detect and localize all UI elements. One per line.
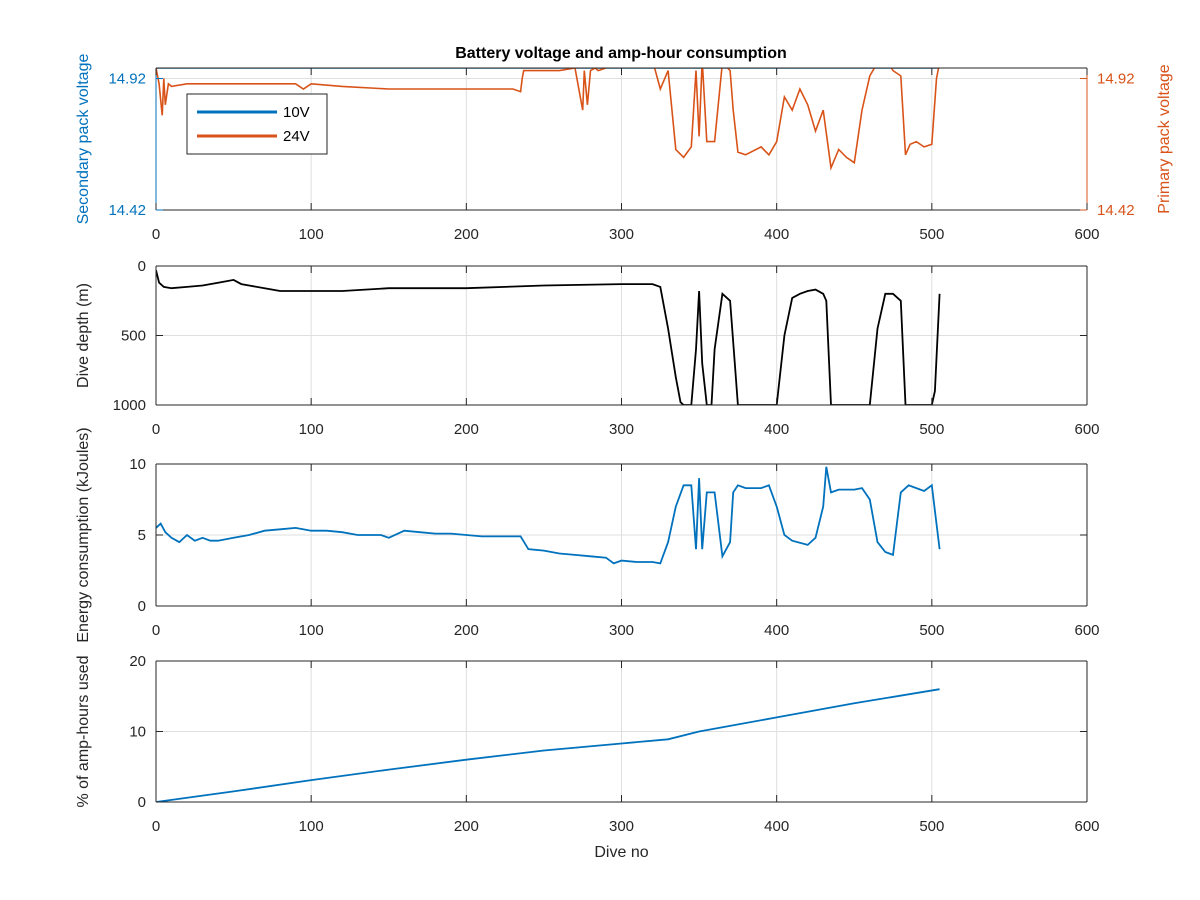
x-tick-label: 0	[152, 622, 160, 639]
y-axis-label: % of amp-hours used	[75, 655, 92, 807]
x-tick-label: 100	[299, 226, 324, 243]
y-tick-label: 500	[121, 328, 146, 345]
x-tick-label: 300	[609, 226, 634, 243]
y-tick-label-right: 14.42	[1097, 202, 1135, 219]
series-line-chart2	[156, 269, 941, 405]
legend-box	[186, 93, 328, 155]
series-line-chart4	[156, 688, 940, 802]
x-tick-label: 400	[764, 421, 789, 438]
x-tick-label: 600	[1074, 818, 1099, 835]
x-tick-label: 400	[764, 226, 789, 243]
y-tick-label: 0	[138, 258, 146, 275]
x-tick-label: 500	[919, 622, 944, 639]
x-tick-label: 300	[609, 421, 634, 438]
y-tick-label-right: 14.92	[1097, 71, 1135, 88]
series-line-chart3	[156, 466, 941, 565]
x-tick-label: 200	[454, 421, 479, 438]
y-axis-label-right: Primary pack voltage	[1156, 64, 1173, 213]
x-tick-label: 300	[609, 818, 634, 835]
x-tick-label: 200	[454, 226, 479, 243]
y-tick-label: 14.42	[108, 202, 146, 219]
x-tick-label: 600	[1074, 226, 1099, 243]
x-tick-label: 500	[919, 818, 944, 835]
x-tick-label: 100	[299, 622, 324, 639]
y-tick-label: 5	[138, 527, 146, 544]
x-tick-label: 100	[299, 818, 324, 835]
x-tick-label: 400	[764, 622, 789, 639]
x-tick-label: 200	[454, 622, 479, 639]
chart-title: Battery voltage and amp-hour consumption	[455, 45, 787, 62]
legend-label-10V: 10V	[283, 104, 310, 121]
y-tick-label: 14.92	[108, 71, 146, 88]
series-line-24V	[156, 68, 940, 171]
y-tick-label: 0	[138, 794, 146, 811]
x-tick-label: 0	[152, 226, 160, 243]
y-tick-label: 20	[129, 653, 146, 670]
x-tick-label: 400	[764, 818, 789, 835]
y-axis-label: Dive depth (m)	[75, 283, 92, 388]
y-axis-label: Energy consumption (kJoules)	[75, 427, 92, 642]
x-tick-label: 0	[152, 421, 160, 438]
x-tick-label: 100	[299, 421, 324, 438]
x-tick-label: 500	[919, 421, 944, 438]
y-tick-label: 1000	[113, 397, 146, 414]
legend-label-24V: 24V	[283, 128, 310, 145]
x-tick-label: 600	[1074, 421, 1099, 438]
y-tick-label: 10	[129, 724, 146, 741]
x-tick-label: 200	[454, 818, 479, 835]
y-axis-label: Secondary pack voltage	[75, 54, 92, 225]
x-axis-label: Dive no	[594, 844, 648, 861]
x-tick-label: 600	[1074, 622, 1099, 639]
y-tick-label: 0	[138, 598, 146, 615]
x-tick-label: 0	[152, 818, 160, 835]
y-tick-label: 10	[129, 456, 146, 473]
x-tick-label: 500	[919, 226, 944, 243]
x-tick-label: 300	[609, 622, 634, 639]
